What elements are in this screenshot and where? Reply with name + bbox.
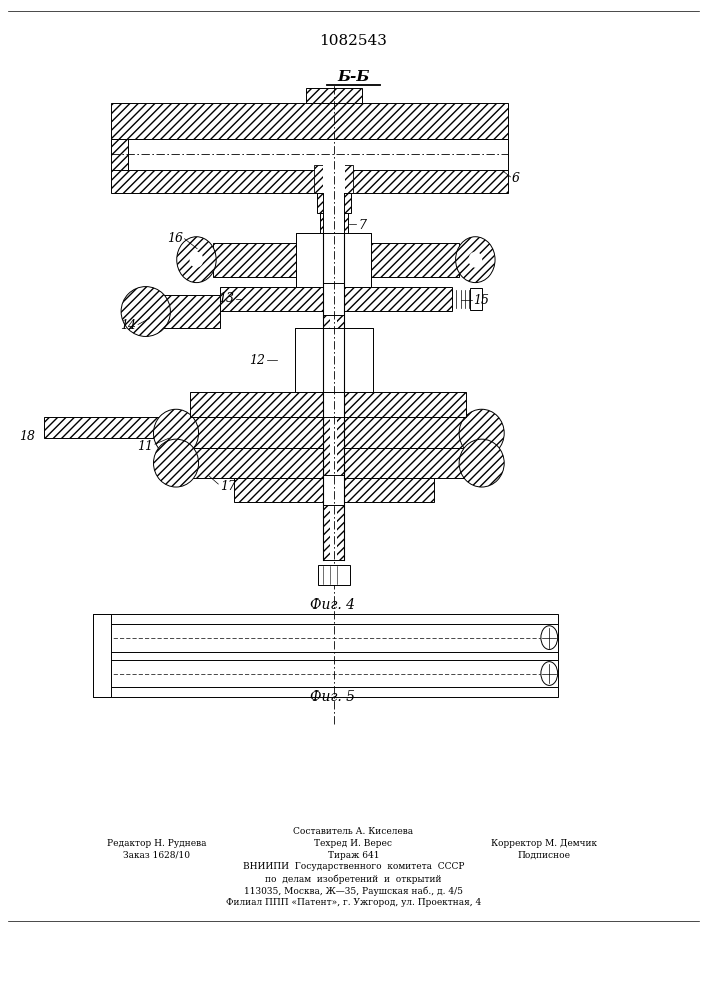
Ellipse shape: [189, 252, 204, 268]
Bar: [110, 170, 508, 193]
Bar: [344, 448, 466, 478]
Text: по  делам  изобретений  и  открытий: по делам изобретений и открытий: [265, 874, 442, 884]
Bar: [295, 328, 373, 392]
Ellipse shape: [455, 237, 495, 283]
Bar: [110, 103, 508, 139]
Bar: [371, 243, 459, 277]
Bar: [320, 213, 348, 233]
Bar: [295, 328, 323, 392]
Text: Редактор Н. Руднева: Редактор Н. Руднева: [107, 839, 206, 848]
Bar: [220, 287, 323, 311]
Text: 18: 18: [19, 430, 35, 443]
Text: 7: 7: [358, 219, 366, 232]
Text: 13: 13: [218, 292, 234, 305]
Bar: [323, 160, 345, 193]
Bar: [323, 475, 344, 505]
Bar: [330, 233, 337, 560]
Ellipse shape: [177, 237, 216, 283]
Bar: [469, 288, 482, 310]
Bar: [344, 287, 452, 311]
Bar: [317, 565, 350, 585]
Bar: [305, 88, 362, 103]
Text: Б-Б: Б-Б: [337, 70, 370, 84]
Ellipse shape: [459, 409, 504, 457]
Bar: [296, 233, 371, 287]
Text: 113035, Москва, Ж—35, Раушская наб., д. 4/5: 113035, Москва, Ж—35, Раушская наб., д. …: [244, 886, 463, 896]
Bar: [190, 448, 323, 478]
Bar: [107, 660, 558, 687]
Ellipse shape: [469, 252, 482, 268]
Bar: [344, 328, 373, 392]
Text: 1082543: 1082543: [320, 34, 387, 48]
Bar: [323, 392, 344, 417]
Ellipse shape: [121, 287, 170, 336]
Bar: [323, 283, 344, 315]
Text: ВНИИПИ  Государственного  комитета  СССР: ВНИИПИ Государственного комитета СССР: [243, 862, 464, 871]
Ellipse shape: [153, 439, 199, 487]
Text: Фиг. 4: Фиг. 4: [310, 598, 355, 612]
Text: 15: 15: [473, 294, 489, 307]
Text: 12: 12: [250, 354, 265, 367]
Ellipse shape: [153, 409, 199, 457]
Bar: [190, 392, 323, 417]
Text: 17: 17: [220, 480, 235, 493]
Text: Тираж 641: Тираж 641: [328, 851, 379, 860]
Text: 16: 16: [167, 232, 183, 245]
Text: Корректор М. Демчик: Корректор М. Демчик: [491, 839, 597, 848]
Text: Техред И. Верес: Техред И. Верес: [315, 839, 392, 848]
Text: Фиг. 5: Фиг. 5: [310, 690, 355, 704]
Text: Филиал ППП «Патент», г. Ужгород, ул. Проектная, 4: Филиал ППП «Патент», г. Ужгород, ул. Про…: [226, 898, 481, 907]
Bar: [110, 139, 128, 170]
Text: Подписное: Подписное: [517, 851, 570, 860]
Bar: [213, 243, 296, 277]
Bar: [234, 478, 323, 502]
Bar: [323, 233, 344, 560]
Bar: [344, 417, 466, 448]
Circle shape: [541, 626, 558, 649]
Bar: [44, 417, 197, 438]
Bar: [315, 165, 354, 193]
Bar: [323, 213, 344, 233]
Bar: [323, 193, 344, 213]
Bar: [344, 233, 371, 287]
Bar: [107, 624, 558, 652]
Bar: [160, 295, 220, 328]
Bar: [296, 233, 323, 287]
Bar: [93, 614, 110, 697]
Text: Составитель А. Киселева: Составитель А. Киселева: [293, 827, 414, 836]
Ellipse shape: [459, 439, 504, 487]
Text: 14: 14: [121, 319, 136, 332]
Bar: [344, 478, 435, 502]
Bar: [317, 193, 351, 213]
Text: Заказ 1628/10: Заказ 1628/10: [123, 851, 189, 860]
Bar: [190, 417, 323, 448]
Bar: [128, 139, 508, 170]
Text: 11: 11: [136, 440, 153, 453]
Circle shape: [541, 662, 558, 685]
Text: 6: 6: [512, 172, 520, 185]
Bar: [93, 614, 558, 697]
Bar: [344, 392, 466, 417]
